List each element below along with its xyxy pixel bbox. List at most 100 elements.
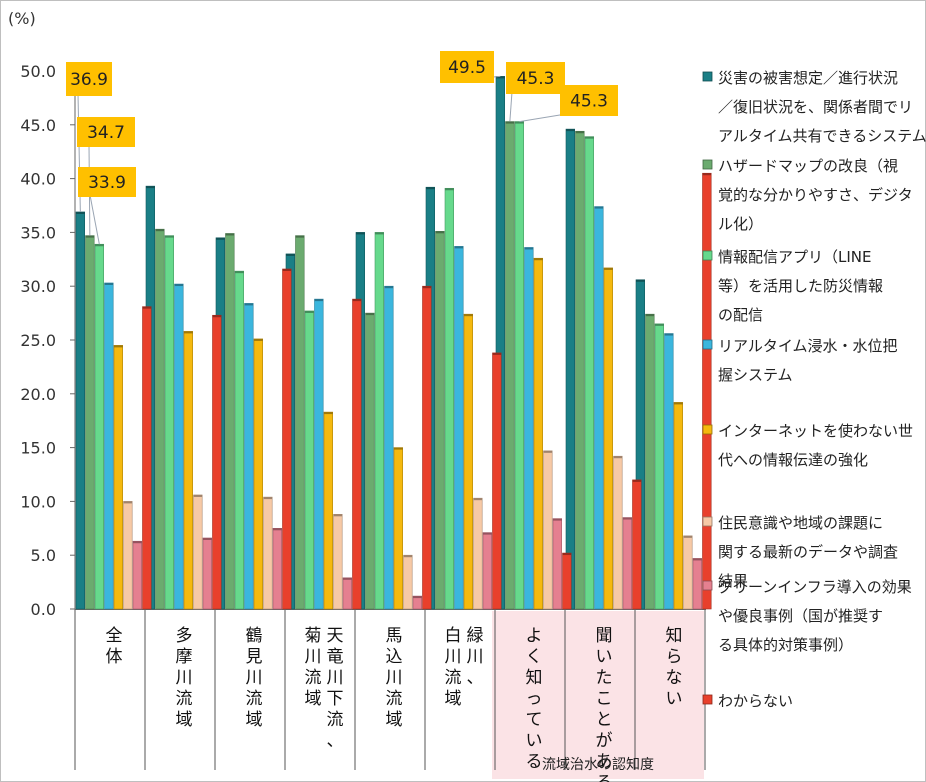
bar-top <box>76 211 85 214</box>
bar <box>253 338 263 610</box>
legend-label: インターネットを使わない世 <box>718 422 913 440</box>
y-tick-label: 0.0 <box>31 600 56 619</box>
callout-box <box>506 62 565 94</box>
bar-top <box>375 232 384 235</box>
bar <box>295 235 305 610</box>
bar-top <box>632 479 642 482</box>
legend-swatch <box>702 71 713 82</box>
bar-top <box>505 121 515 124</box>
bar <box>123 501 133 610</box>
bar-top <box>216 237 225 240</box>
y-tick-label: 5.0 <box>31 546 56 565</box>
bar-top <box>273 528 282 531</box>
bar <box>505 121 515 610</box>
callout-leader <box>509 91 513 122</box>
bar-top <box>85 235 95 238</box>
legend-label: ハザードマップの改良（視 <box>718 157 898 175</box>
legend-label: アルタイム共有できるシステム <box>718 127 926 145</box>
bar-top <box>636 279 645 282</box>
category-label: る <box>596 773 613 782</box>
category-label: な <box>666 668 683 688</box>
category-label: 流 <box>176 689 193 709</box>
bar <box>524 247 534 610</box>
bar-top <box>123 501 133 504</box>
bar-top <box>212 315 222 318</box>
bar-top <box>483 532 492 535</box>
bar <box>365 312 375 610</box>
bar-top <box>575 131 585 134</box>
bar-top <box>426 187 435 190</box>
bar <box>272 527 282 610</box>
category-label: 流 <box>386 689 403 709</box>
legend-label: 住民意識や地域の課題に <box>718 514 883 532</box>
bar <box>673 402 683 610</box>
bar <box>692 558 702 610</box>
bar <box>342 577 352 610</box>
bar <box>132 540 142 610</box>
bar <box>543 450 553 610</box>
bar-top <box>524 247 534 250</box>
bar <box>113 345 123 610</box>
bar <box>463 313 473 610</box>
bar <box>384 285 394 610</box>
legend-swatch <box>702 424 713 435</box>
callout-leader <box>89 194 100 245</box>
category-label: 白 <box>445 626 462 646</box>
bar-top <box>104 282 114 285</box>
category-label: 摩 <box>176 647 193 667</box>
bar-top <box>492 352 502 355</box>
category-label: 見 <box>246 647 263 667</box>
bar-top <box>174 284 184 287</box>
legend-label: 結果 <box>718 572 748 590</box>
category-label: 下 <box>327 689 344 709</box>
bar-top <box>604 267 613 270</box>
bar-top <box>114 345 123 348</box>
bar <box>202 537 212 610</box>
bar <box>664 333 674 610</box>
bar-top <box>445 188 454 191</box>
legend-swatch <box>702 580 713 591</box>
category-label: 川 <box>305 647 322 667</box>
bar-top <box>365 313 375 316</box>
category-label: と <box>596 710 613 730</box>
category-label: 川 <box>176 668 193 688</box>
bar <box>603 267 613 610</box>
bar-top <box>655 323 664 326</box>
bar-top <box>295 235 305 238</box>
callout-label: 45.3 <box>517 69 555 89</box>
bar <box>244 303 254 610</box>
category-label: 天 <box>327 626 344 646</box>
bar <box>263 496 273 610</box>
y-tick-label: 30.0 <box>20 277 56 296</box>
y-tick-label: 20.0 <box>20 385 56 404</box>
group-title: 流域治水の認知度 <box>542 756 654 773</box>
bar <box>193 494 203 610</box>
bar-top <box>165 235 174 238</box>
legend-swatch <box>702 694 713 705</box>
y-tick-label: 25.0 <box>20 331 56 350</box>
bar-top <box>645 314 655 317</box>
category-label: 流 <box>305 668 322 688</box>
category-label: る <box>526 752 543 772</box>
bar-top <box>435 231 445 234</box>
category-label: く <box>526 647 543 667</box>
callout-box <box>560 85 618 116</box>
legend-label: 災害の被害想定／進行状況 <box>718 69 898 87</box>
bar <box>562 552 572 610</box>
callout-box <box>78 167 136 197</box>
bar <box>304 310 314 610</box>
bar-top <box>244 303 254 306</box>
bar-top <box>352 299 362 302</box>
bar-top <box>454 246 464 249</box>
bar <box>645 313 655 610</box>
unit-label: (%) <box>8 9 36 28</box>
callout-label: 45.3 <box>570 92 608 112</box>
y-tick-label: 35.0 <box>20 223 56 242</box>
category-label: 、 <box>467 668 484 688</box>
bar-top <box>594 206 604 209</box>
callout-label: 49.5 <box>448 58 486 78</box>
bar <box>683 535 693 610</box>
bar <box>613 455 623 610</box>
bar-top <box>394 447 403 450</box>
category-label: 流 <box>445 668 462 688</box>
